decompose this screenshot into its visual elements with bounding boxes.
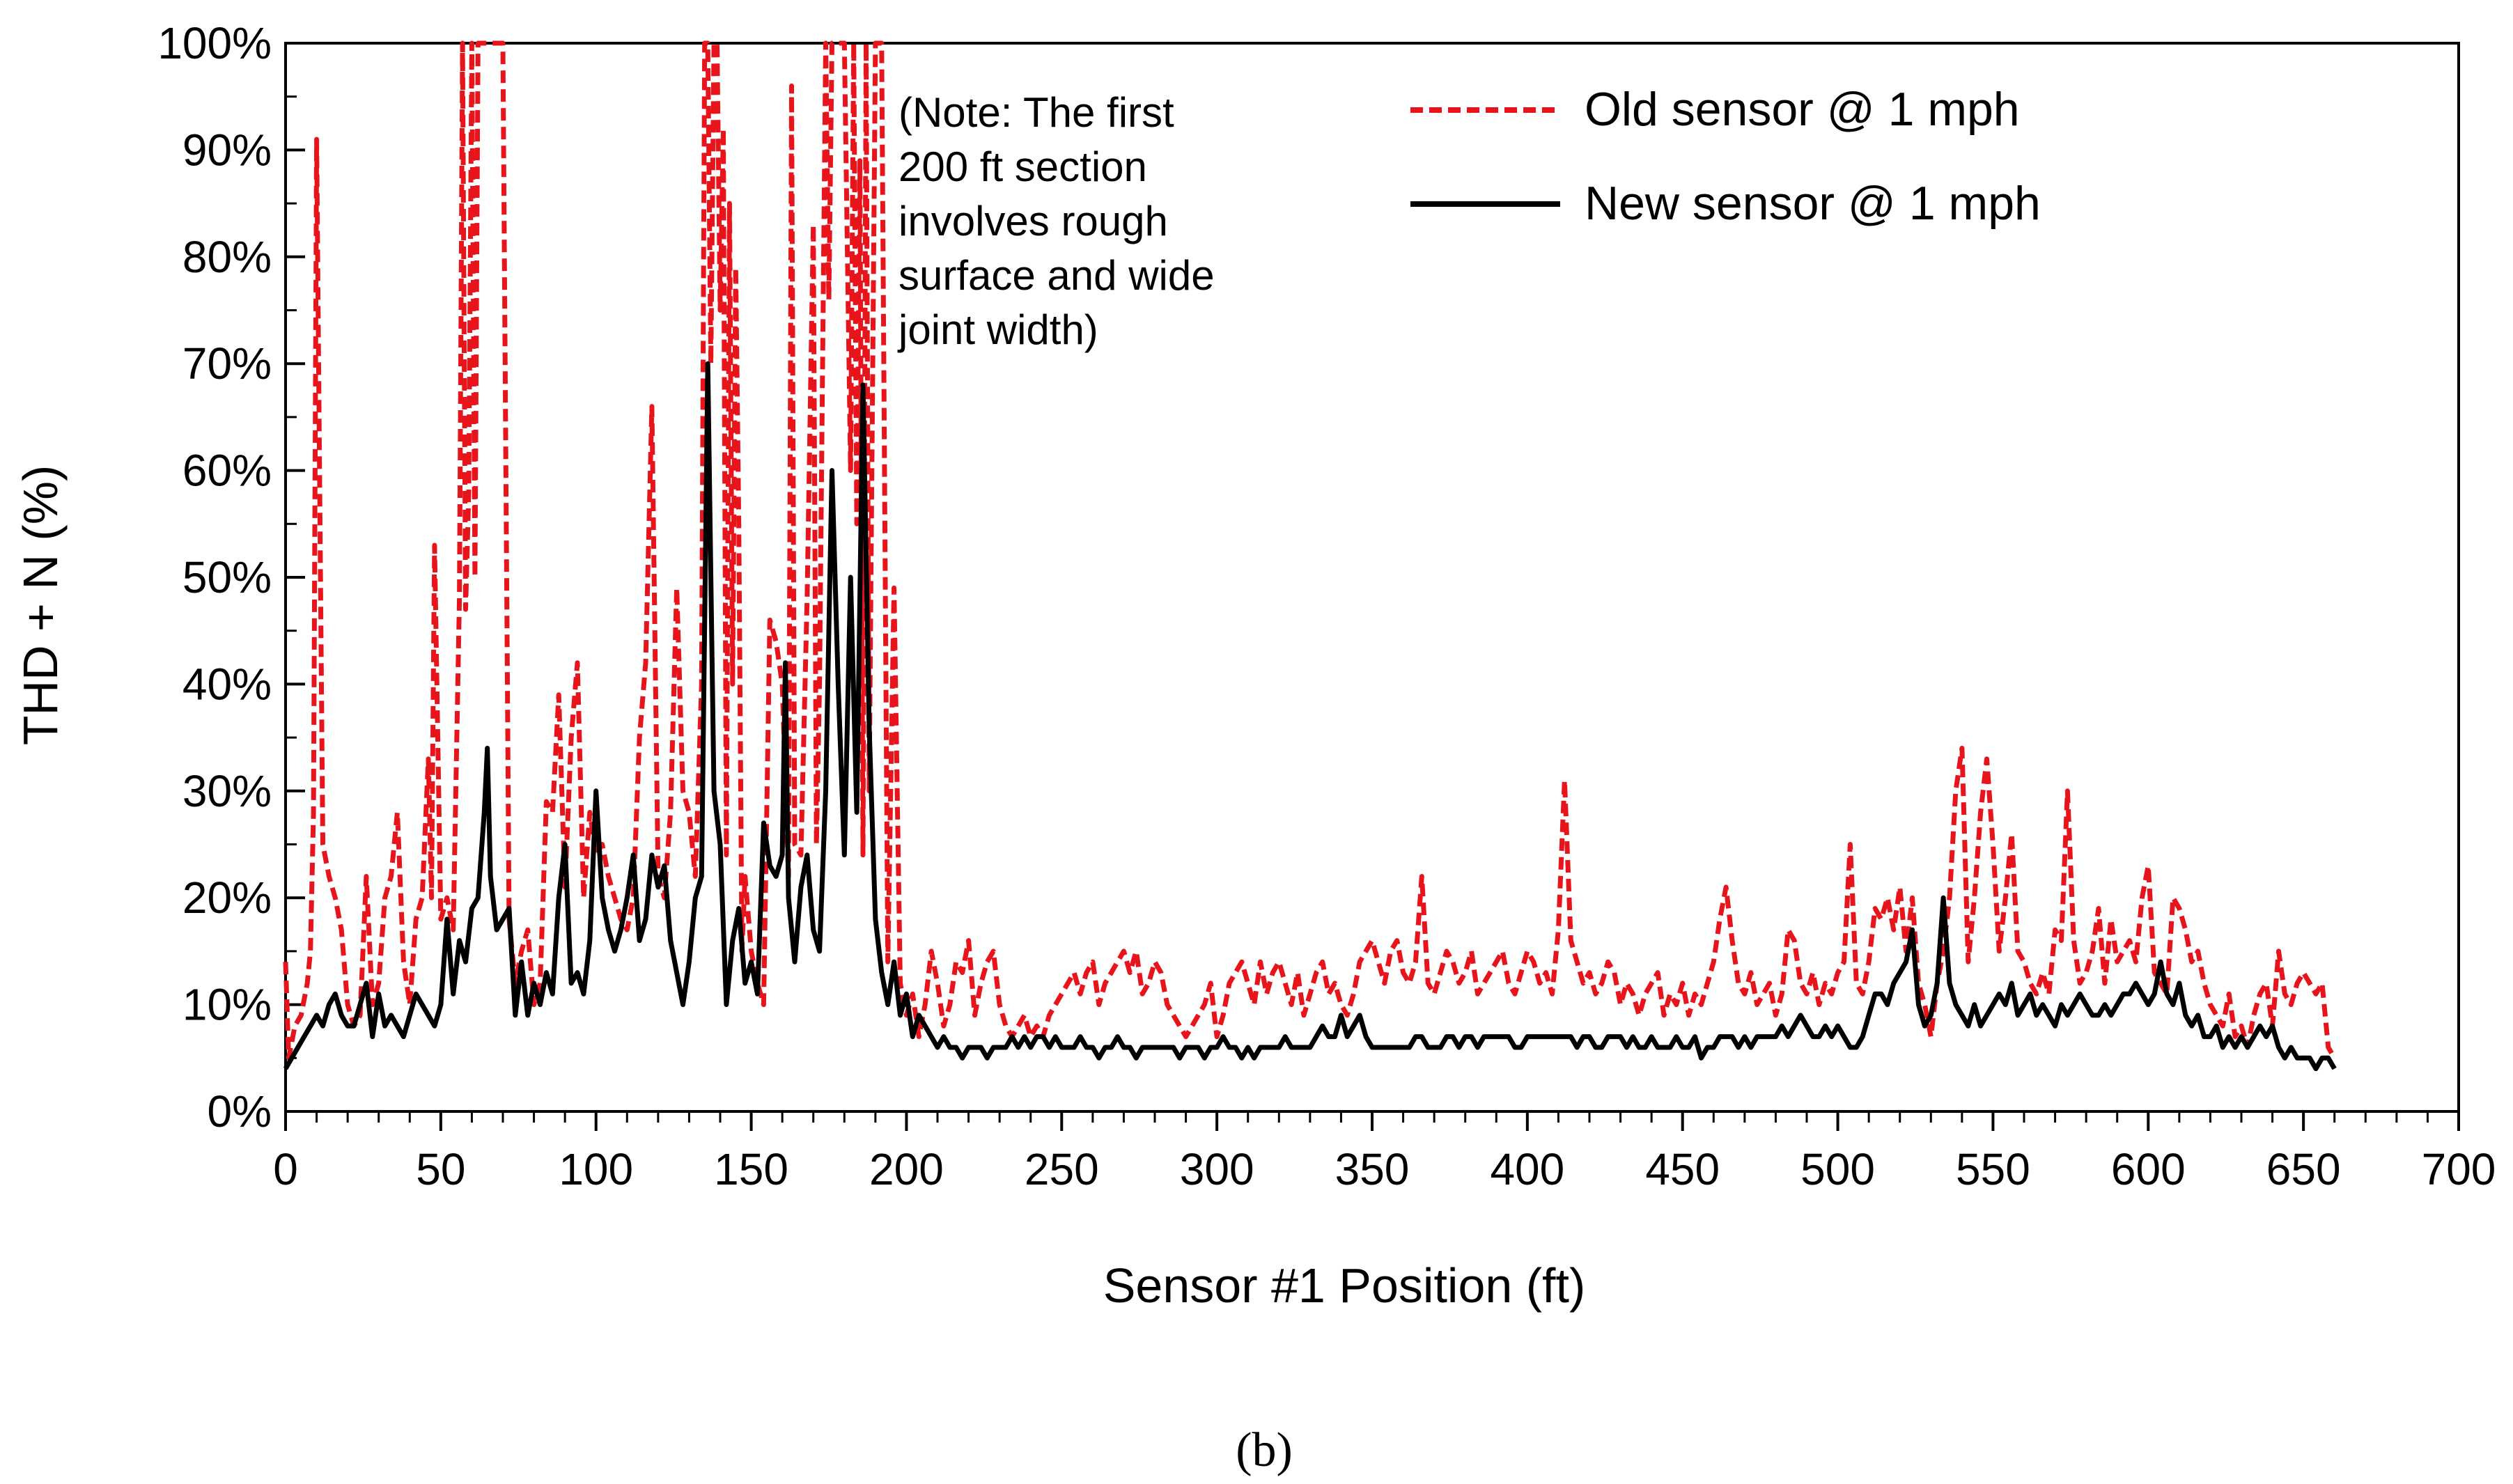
x-tick-label-200: 200 <box>869 1144 944 1194</box>
y-tick-label-40%: 40% <box>182 659 272 709</box>
y-tick-label-10%: 10% <box>182 980 272 1030</box>
legend-label-new-sensor: New sensor @ 1 mph <box>1585 177 2041 230</box>
y-tick-label-100%: 100% <box>157 18 272 68</box>
annotation-line-3: involves rough <box>898 198 1168 244</box>
x-tick-label-50: 50 <box>416 1144 465 1194</box>
x-tick-label-650: 650 <box>2266 1144 2341 1194</box>
annotation-line-4: surface and wide <box>898 252 1215 299</box>
x-tick-label-450: 450 <box>1645 1144 1720 1194</box>
y-tick-label-60%: 60% <box>182 446 272 496</box>
annotation-line-5: joint width) <box>897 306 1098 353</box>
legend: Old sensor @ 1 mph New sensor @ 1 mph <box>1410 83 2041 230</box>
series-new-sensor-line <box>283 361 2337 1072</box>
x-minor-ticks <box>316 1111 2429 1123</box>
x-tick-label-250: 250 <box>1025 1144 1099 1194</box>
x-tick-label-500: 500 <box>1800 1144 1875 1194</box>
series-layer <box>283 40 2337 1072</box>
x-tick-label-100: 100 <box>559 1144 633 1194</box>
x-tick-label-300: 300 <box>1180 1144 1254 1194</box>
x-axis-ticks <box>284 1111 2460 1131</box>
y-tick-label-70%: 70% <box>182 338 272 389</box>
panel-label: (b) <box>1236 1423 1293 1477</box>
x-tick-labels: 0 50 100 150 200 250 300 350 400 450 500 550 600 650 7… <box>273 1144 2496 1194</box>
x-tick-label-600: 600 <box>2111 1144 2186 1194</box>
y-axis-title: THD + N (%) <box>13 465 68 746</box>
x-tick-label-700: 700 <box>2422 1144 2496 1194</box>
annotation-note: (Note: The first 200 ft section involves… <box>897 89 1215 353</box>
y-tick-label-50%: 50% <box>182 552 272 602</box>
y-tick-label-80%: 80% <box>182 232 272 282</box>
y-tick-labels: 0% 10% 20% 30% 40% 50% 60% 70% 80% 90% 100% <box>157 18 272 1137</box>
x-axis-title: Sensor #1 Position (ft) <box>1103 1258 1586 1313</box>
annotation-line-1: (Note: The first <box>898 89 1174 136</box>
annotation-line-2: 200 ft section <box>898 143 1147 190</box>
series-old-sensor-line <box>283 40 2337 1061</box>
legend-label-old-sensor: Old sensor @ 1 mph <box>1585 83 2020 136</box>
x-tick-label-0: 0 <box>273 1144 298 1194</box>
y-tick-label-90%: 90% <box>182 125 272 175</box>
y-tick-label-0%: 0% <box>208 1086 272 1137</box>
y-tick-label-20%: 20% <box>182 873 272 923</box>
plot-area <box>283 40 2460 1131</box>
x-tick-label-550: 550 <box>1956 1144 2030 1194</box>
x-tick-label-350: 350 <box>1335 1144 1410 1194</box>
y-tick-label-30%: 30% <box>182 766 272 816</box>
x-tick-label-150: 150 <box>714 1144 788 1194</box>
x-tick-label-400: 400 <box>1490 1144 1564 1194</box>
